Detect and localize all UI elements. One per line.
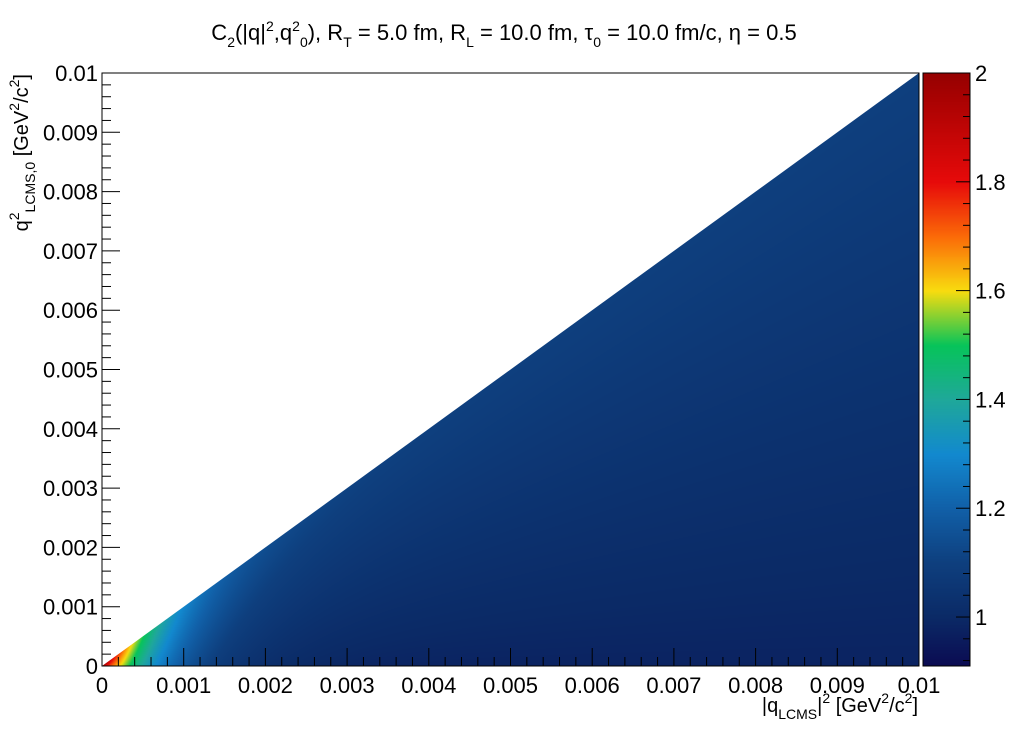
x-tick-label: 0 (96, 673, 108, 698)
colorbar-tick-label: 2 (975, 61, 987, 86)
x-tick-label: 0.004 (401, 673, 456, 698)
colorbar-frame (922, 72, 971, 667)
x-axis-label-text: |qLCMS|2 [GeV2/c2] (762, 690, 918, 722)
y-axis-label: q2LCMS,0 [GeV2/c2] (6, 74, 38, 231)
y-tick-label: 0.006 (43, 298, 98, 323)
colorbar-tick-label: 1.4 (975, 387, 1006, 412)
x-tick-label: 0.01 (898, 673, 941, 698)
colorbar-tick-label: 1.8 (975, 170, 1006, 195)
colorbar-tick-label: 1.2 (975, 496, 1006, 521)
y-tick-label: 0.002 (43, 535, 98, 560)
x-tick-label: 0.006 (565, 673, 620, 698)
x-tick-label: 0.001 (156, 673, 211, 698)
y-tick-label: 0.003 (43, 476, 98, 501)
y-tick-label: 0.01 (55, 61, 98, 86)
y-tick-label: 0.001 (43, 595, 98, 620)
y-axis: 0 0.001 0.002 0.003 0.004 0.005 0.006 0.007 0.00… (43, 61, 120, 679)
x-tick-label: 0.009 (810, 673, 865, 698)
x-axis-label: |qLCMS|2 [GeV2/c2] (762, 690, 918, 722)
y-axis-label-text: q2LCMS,0 [GeV2/c2] (6, 74, 38, 231)
colorbar-tick-label: 1.6 (975, 279, 1006, 304)
y-tick-label: 0.004 (43, 417, 98, 442)
colorbar-tick-label: 1 (975, 605, 987, 630)
x-tick-label: 0.007 (646, 673, 701, 698)
y-tick-label: 0.005 (43, 358, 98, 383)
x-tick-label: 0.005 (483, 673, 538, 698)
x-tick-label: 0.002 (238, 673, 293, 698)
x-tick-label: 0.003 (320, 673, 375, 698)
plot-area (101, 72, 920, 667)
heatmap-surface (102, 73, 919, 666)
y-tick-label: 0.009 (43, 120, 98, 145)
colorbar-gradient (923, 73, 970, 666)
y-tick-label: 0 (86, 654, 98, 679)
y-tick-label: 0.007 (43, 239, 98, 264)
x-axis: 0 0.001 0.002 0.003 0.004 0.005 0.006 0.007 0.00… (96, 648, 941, 698)
chart-title: C2(|q|2,q20), RT = 5.0 fm, RL = 10.0 fm,… (211, 18, 796, 50)
colorbar: 1 1.2 1.4 1.6 1.8 2 (922, 61, 1006, 667)
y-tick-label: 0.008 (43, 180, 98, 205)
chart-title-text: C2(|q|2,q20), RT = 5.0 fm, RL = 10.0 fm,… (211, 18, 796, 50)
x-tick-label: 0.008 (728, 673, 783, 698)
